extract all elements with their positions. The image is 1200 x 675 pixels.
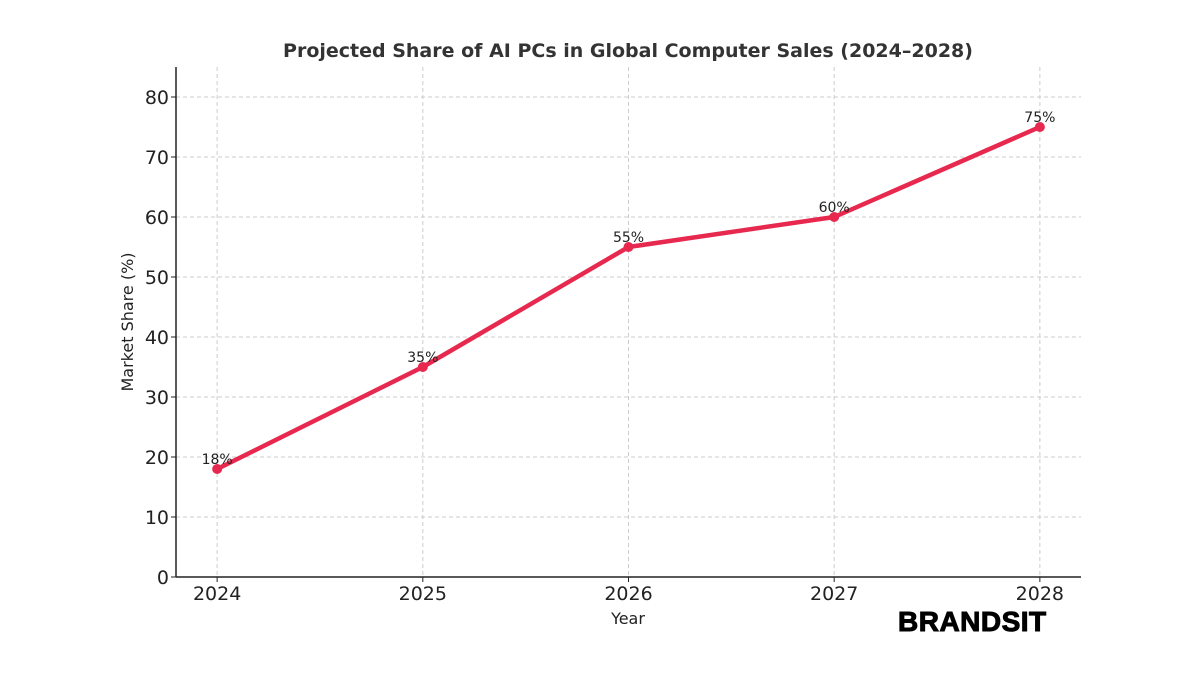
data-label: 75% xyxy=(1024,110,1055,126)
x-tick-label: 2025 xyxy=(399,583,447,605)
data-point xyxy=(417,362,428,372)
data-point xyxy=(829,212,840,222)
y-tick-label: 70 xyxy=(145,147,169,169)
data-label: 55% xyxy=(613,230,644,246)
y-tick-label: 40 xyxy=(145,327,169,349)
x-tick-label: 2027 xyxy=(810,583,858,605)
series: 18% 35% 55% 60% 75% xyxy=(202,110,1055,474)
x-tick-label: 2024 xyxy=(193,583,241,605)
x-tick-label: 2026 xyxy=(604,583,652,605)
x-ticks: 2024 2025 2026 2027 2028 xyxy=(193,577,1064,605)
x-axis-label: Year xyxy=(610,609,645,628)
data-label: 60% xyxy=(819,200,850,216)
data-label: 18% xyxy=(202,452,233,468)
data-point xyxy=(1034,122,1045,132)
y-axis-label: Market Share (%) xyxy=(118,252,137,391)
data-point xyxy=(623,242,634,252)
y-ticks: 0 10 20 30 40 50 60 70 80 xyxy=(145,87,176,589)
x-tick-label: 2028 xyxy=(1016,583,1064,605)
y-tick-label: 60 xyxy=(145,207,169,229)
data-label: 35% xyxy=(407,350,438,366)
data-point xyxy=(212,464,223,474)
y-tick-label: 80 xyxy=(145,87,169,109)
y-tick-label: 0 xyxy=(157,567,169,589)
y-tick-label: 50 xyxy=(145,267,169,289)
y-tick-label: 30 xyxy=(145,387,169,409)
chart-title: Projected Share of AI PCs in Global Comp… xyxy=(283,40,973,62)
grid xyxy=(176,67,1081,577)
brandsit-logo: BRANDSIT xyxy=(898,606,1047,638)
y-tick-label: 20 xyxy=(145,447,169,469)
y-tick-label: 10 xyxy=(145,507,169,529)
